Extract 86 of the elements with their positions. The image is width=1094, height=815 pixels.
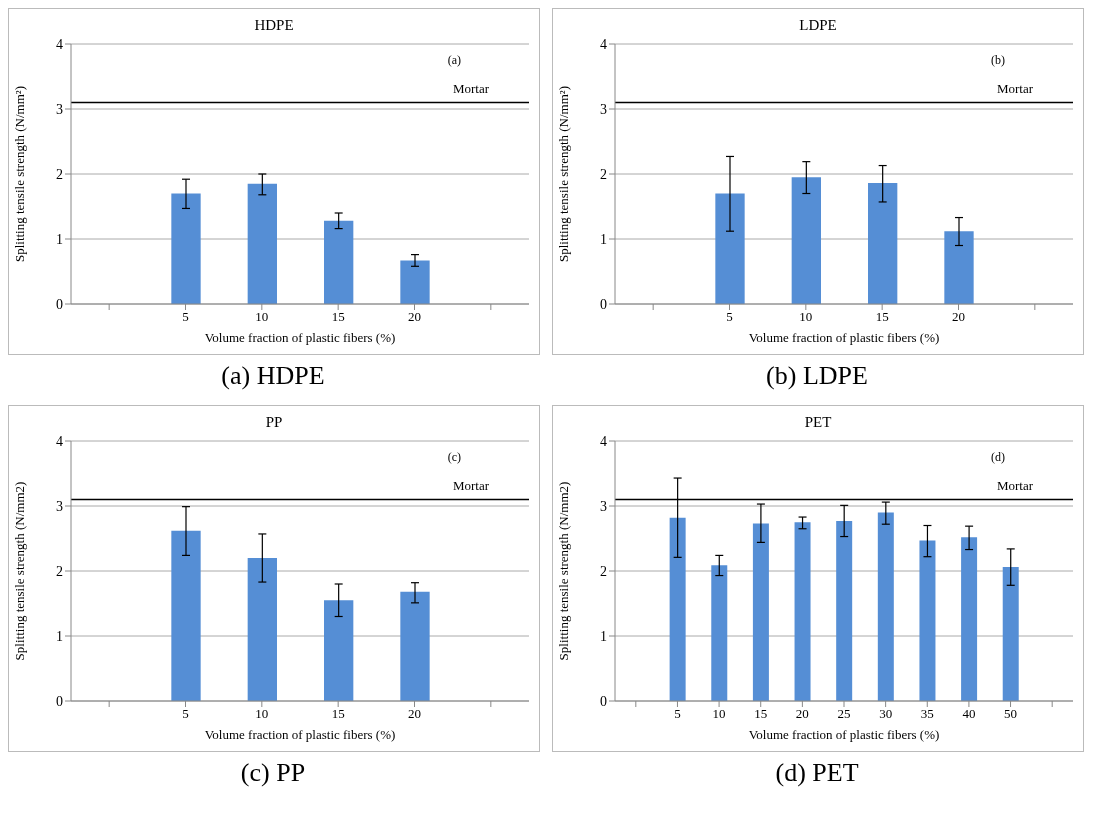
x-tick-label: 10: [799, 309, 813, 325]
y-tick-label: 0: [600, 693, 607, 709]
bar: [715, 193, 745, 304]
bar: [247, 183, 277, 304]
y-tick-label: 2: [600, 166, 607, 182]
y-tick-label: 1: [600, 628, 607, 644]
bar: [324, 220, 354, 304]
y-tick-label: 0: [600, 296, 607, 312]
bar: [669, 517, 686, 701]
y-tick-label: 4: [56, 433, 63, 449]
y-tick-label: 0: [56, 693, 63, 709]
bar: [247, 558, 277, 701]
ref-line-label: Mortar: [452, 80, 490, 96]
y-tick-label: 2: [56, 166, 63, 182]
bar: [711, 565, 728, 701]
bar: [791, 177, 821, 304]
x-tick-label: 5: [726, 309, 733, 325]
bar: [836, 520, 853, 701]
x-axis-title: Volume fraction of plastic fibers (%): [748, 727, 940, 742]
y-tick-label: 1: [56, 628, 63, 644]
x-tick-label: 20: [795, 706, 809, 722]
x-tick-label: 40: [962, 706, 976, 722]
bar: [400, 260, 430, 304]
bar: [324, 600, 354, 701]
bar: [877, 512, 894, 701]
ref-line-label: Mortar: [996, 80, 1034, 96]
ref-line-label: Mortar: [452, 477, 490, 493]
bar: [868, 183, 898, 304]
y-tick-label: 4: [600, 433, 607, 449]
x-axis-title: Volume fraction of plastic fibers (%): [748, 330, 940, 345]
x-tick-label: 35: [920, 706, 934, 722]
y-axis-title: Splitting tensile strength (N/mm²): [555, 85, 571, 263]
bar: [752, 523, 769, 701]
y-tick-label: 4: [56, 36, 63, 52]
bar: [919, 540, 936, 701]
y-axis-title: Splitting tensile strength (N/mm2): [11, 481, 27, 661]
x-axis-title: Volume fraction of plastic fibers (%): [204, 727, 396, 742]
chart-title: PP: [264, 414, 284, 431]
y-tick-label: 1: [600, 231, 607, 247]
y-tick-label: 3: [56, 101, 63, 117]
text: (d) PET: [774, 758, 860, 788]
chart-title: HDPE: [253, 17, 295, 34]
x-tick-label: 20: [952, 309, 965, 325]
annotation: (b): [991, 53, 1005, 68]
y-tick-label: 3: [600, 498, 607, 514]
text: (a) HDPE: [220, 361, 326, 391]
y-tick-label: 0: [56, 296, 63, 312]
y-axis-title: Splitting tensile strength (N/mm²): [11, 85, 27, 263]
bar: [961, 537, 978, 701]
x-tick-label: 25: [837, 706, 851, 722]
bar: [171, 530, 201, 701]
annotation: (a): [447, 53, 461, 68]
x-tick-label: 5: [182, 706, 189, 722]
bar: [944, 231, 974, 304]
x-tick-label: 5: [182, 309, 189, 325]
x-tick-label: 15: [754, 706, 768, 722]
x-tick-label: 15: [331, 309, 345, 325]
x-tick-label: 15: [331, 706, 345, 722]
y-tick-label: 3: [600, 101, 607, 117]
x-tick-label: 30: [879, 706, 893, 722]
y-tick-label: 2: [600, 563, 607, 579]
bar: [171, 193, 201, 304]
bar: [794, 522, 811, 701]
x-tick-label: 10: [255, 309, 269, 325]
bar: [400, 591, 430, 701]
x-tick-label: 10: [712, 706, 726, 722]
x-tick-label: 50: [1004, 706, 1018, 722]
y-tick-label: 3: [56, 498, 63, 514]
chart-title: LDPE: [798, 17, 838, 34]
y-tick-label: 4: [600, 36, 607, 52]
ref-line-label: Mortar: [996, 477, 1034, 493]
annotation: (c): [447, 450, 461, 465]
text: (c) PP: [239, 758, 307, 788]
y-axis-title: Splitting tensile strength (N/mm2): [555, 481, 571, 661]
chart-title: PET: [803, 414, 833, 431]
x-tick-label: 20: [408, 309, 421, 325]
annotation: (d): [991, 450, 1005, 465]
bar: [1002, 567, 1019, 701]
y-tick-label: 2: [56, 563, 63, 579]
x-tick-label: 5: [674, 706, 681, 722]
x-axis-title: Volume fraction of plastic fibers (%): [204, 330, 396, 345]
x-tick-label: 15: [875, 309, 889, 325]
text: (b) LDPE: [765, 361, 869, 391]
y-tick-label: 1: [56, 231, 63, 247]
x-tick-label: 10: [255, 706, 269, 722]
x-tick-label: 20: [408, 706, 421, 722]
